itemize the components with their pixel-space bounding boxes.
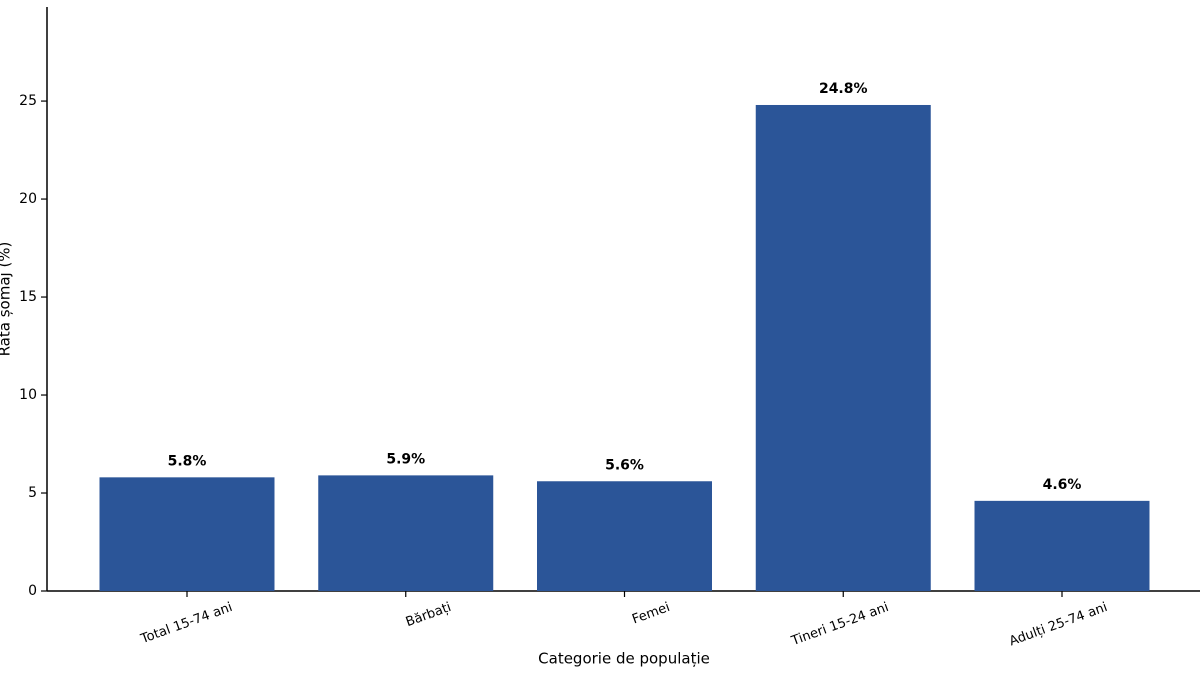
y-tick-label: 10 [19,387,37,403]
value-label: 24.8% [819,81,868,97]
x-tick-label: Bărbați [404,600,453,630]
y-tick-label: 5 [28,485,37,501]
x-tick-label: Femei [630,600,672,627]
bar [99,477,275,591]
y-axis-label: Rata șomaj (%) [0,242,14,357]
x-tick-label: Total 15-74 ani [138,600,234,647]
x-tick-label: Adulți 25-74 ani [1007,600,1109,649]
value-label: 5.9% [386,451,425,467]
bar [537,481,712,591]
x-axis-label: Categorie de populație [538,650,710,668]
bar [318,475,494,591]
y-tick-label: 0 [28,583,37,599]
bar [755,104,931,592]
y-tick-label: 20 [19,191,37,207]
x-tick-label: Tineri 15-24 ani [789,600,891,649]
y-tick-label: 15 [19,289,37,305]
bar [974,500,1150,591]
value-label: 5.6% [605,457,644,473]
value-label: 5.8% [168,453,207,469]
value-label: 4.6% [1043,477,1082,493]
y-tick-label: 25 [19,93,37,109]
